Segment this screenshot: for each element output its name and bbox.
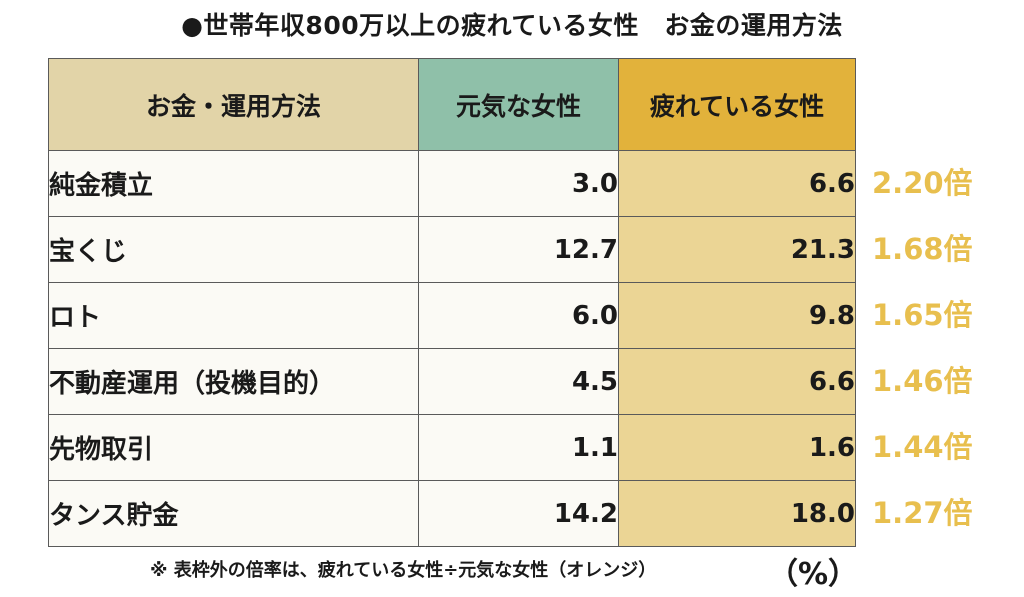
ratio-column: 2.20倍 1.68倍 1.65倍 1.46倍 1.44倍 1.27倍 (872, 150, 1002, 546)
tired-value: 6.6 (618, 348, 856, 415)
ratio-label: 1.27倍 (872, 496, 973, 530)
genki-value: 6.0 (418, 282, 619, 349)
method-cell: タンス貯金 (48, 480, 419, 547)
tired-value: 21.3 (618, 216, 856, 283)
genki-value: 14.2 (418, 480, 619, 547)
table-row: 不動産運用（投機目的） 4.5 6.6 (48, 348, 856, 415)
tired-value: 6.6 (618, 150, 856, 217)
header-tired: 疲れている女性 (618, 58, 856, 151)
ratio-label: 2.20倍 (872, 166, 973, 200)
method-cell: 不動産運用（投機目的） (48, 348, 419, 415)
page-title: ●世帯年収800万以上の疲れている女性 お金の運用方法 (181, 11, 843, 40)
genki-value: 12.7 (418, 216, 619, 283)
method-cell: 先物取引 (48, 414, 419, 481)
table-row: 先物取引 1.1 1.6 (48, 414, 856, 481)
data-table: お金・運用方法 元気な女性 疲れている女性 純金積立 3.0 6.6 宝くじ 1… (48, 58, 856, 547)
ratio-label: 1.46倍 (872, 364, 973, 398)
tired-value: 1.6 (618, 414, 856, 481)
table-row: 純金積立 3.0 6.6 (48, 150, 856, 217)
genki-value: 4.5 (418, 348, 619, 415)
table-row: タンス貯金 14.2 18.0 (48, 480, 856, 547)
table-row: 宝くじ 12.7 21.3 (48, 216, 856, 283)
method-cell: ロト (48, 282, 419, 349)
ratio-label: 1.44倍 (872, 430, 973, 464)
table-row: ロト 6.0 9.8 (48, 282, 856, 349)
ratio-label: 1.65倍 (872, 298, 973, 332)
ratio-label: 1.68倍 (872, 232, 973, 266)
genki-value: 3.0 (418, 150, 619, 217)
tired-value: 9.8 (618, 282, 856, 349)
header-method: お金・運用方法 (48, 58, 419, 151)
table-header-row: お金・運用方法 元気な女性 疲れている女性 (48, 58, 856, 151)
method-cell: 宝くじ (48, 216, 419, 283)
footnote: ※ 表枠外の倍率は、疲れている女性÷元気な女性（オレンジ） (150, 560, 657, 581)
genki-value: 1.1 (418, 414, 619, 481)
method-cell: 純金積立 (48, 150, 419, 217)
tired-value: 18.0 (618, 480, 856, 547)
unit-label: （%） (768, 557, 859, 592)
header-genki: 元気な女性 (418, 58, 619, 151)
